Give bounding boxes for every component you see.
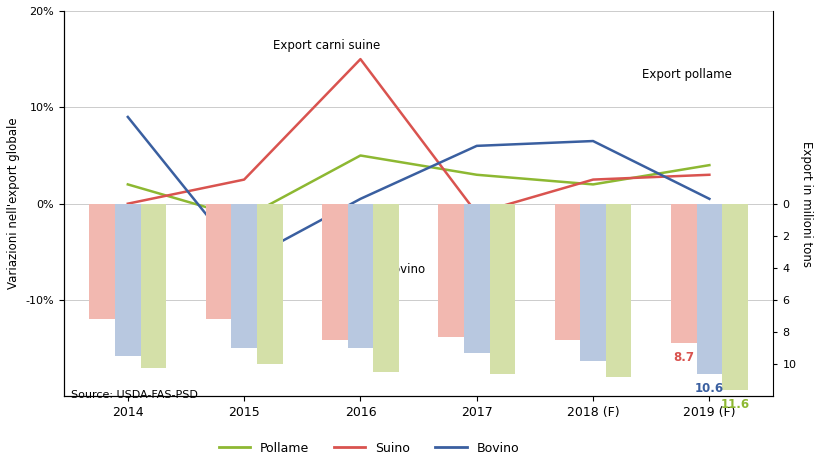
Bar [89,204,115,319]
Bar [464,204,489,353]
Bar [722,204,747,390]
Text: Export pollame: Export pollame [641,68,731,82]
Bar [373,204,398,372]
Bar [256,204,283,364]
Bar [605,204,631,377]
Bar [670,204,696,343]
Text: Source: USDA-FAS-PSD: Source: USDA-FAS-PSD [71,390,197,400]
Text: 8.7: 8.7 [672,351,694,365]
Bar [115,204,140,356]
Bar [554,204,580,340]
Bar [206,204,231,319]
Legend: Pollame, Suino, Bovino: Pollame, Suino, Bovino [214,437,523,460]
Y-axis label: Export in milioni tons: Export in milioni tons [799,141,812,266]
Bar [140,204,166,367]
Bar [322,204,347,340]
Y-axis label: Variazioni nell'export globale: Variazioni nell'export globale [7,118,20,290]
Text: Export bovino: Export bovino [342,263,424,276]
Bar [489,204,514,374]
Bar [347,204,373,348]
Text: 11.6: 11.6 [720,398,749,411]
Bar [438,204,464,337]
Text: Export carni suine: Export carni suine [273,40,380,53]
Bar [231,204,256,348]
Bar [696,204,722,374]
Bar [580,204,605,361]
Text: 10.6: 10.6 [694,382,723,395]
